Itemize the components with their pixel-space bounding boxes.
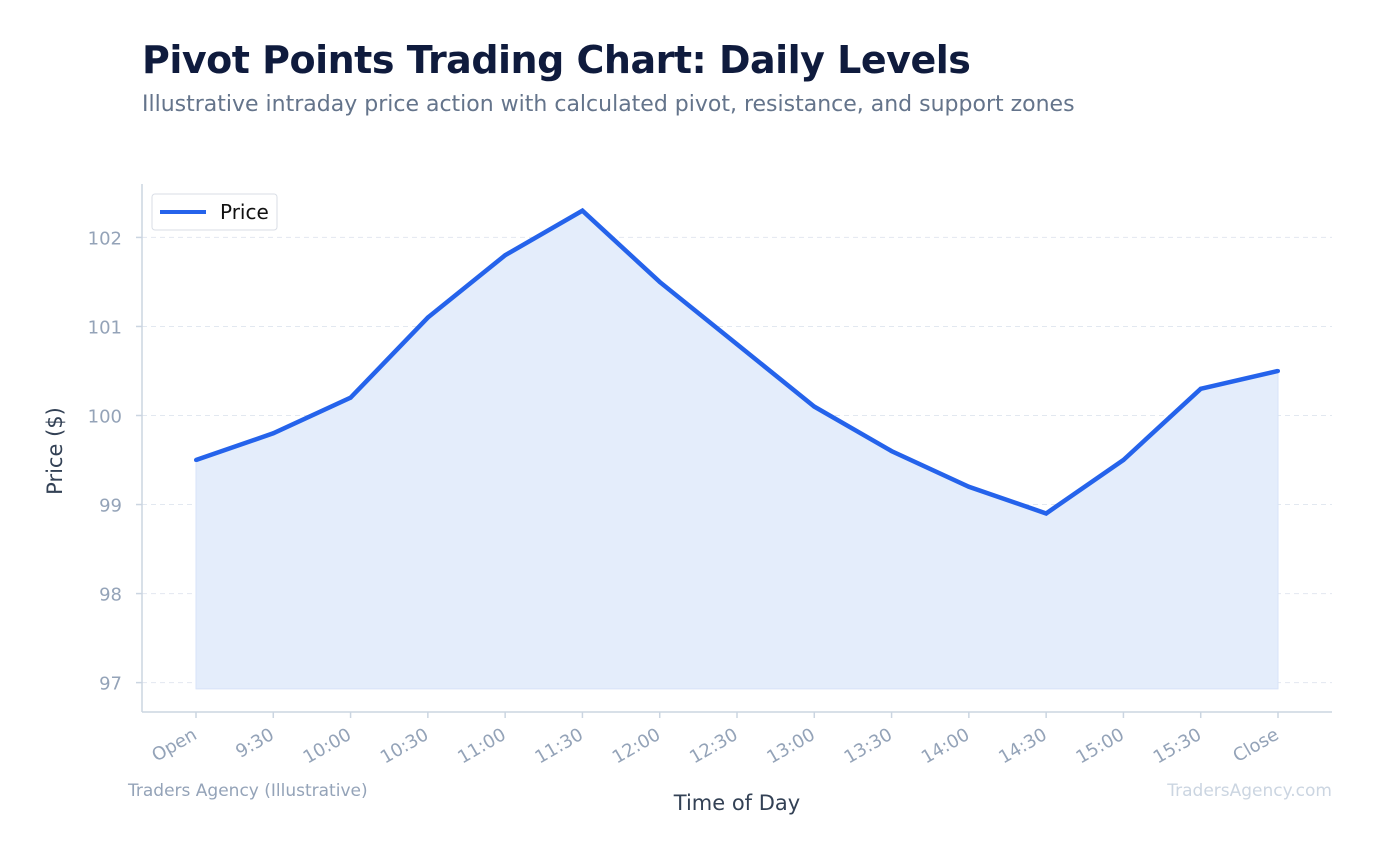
x-tick-label-11: 14:30 [995, 724, 1050, 768]
y-tick-label-100: 100 [88, 407, 122, 428]
watermark: TradersAgency.com [1166, 781, 1332, 801]
x-tick-label-14: Close [1230, 724, 1283, 767]
y-tick-label-98: 98 [99, 585, 122, 606]
x-tick-label-9: 13:30 [841, 724, 896, 768]
price-point-7 [735, 342, 739, 347]
x-tick-label-5: 11:30 [532, 724, 587, 768]
price-area-layer [195, 210, 1279, 690]
y-tick-label-102: 102 [88, 228, 122, 249]
legend-label-price: Price [220, 200, 269, 224]
price-point-11 [1044, 511, 1049, 516]
price-area [195, 210, 1279, 690]
price-point-0 [194, 458, 198, 463]
price-point-6 [657, 279, 662, 284]
price-point-1 [271, 431, 276, 436]
x-tick-label-13: 15:30 [1150, 724, 1205, 768]
source-note: Traders Agency (Illustrative) [127, 781, 368, 801]
y-tick-label-97: 97 [99, 674, 122, 695]
price-point-4 [503, 253, 508, 258]
legend-box [151, 193, 278, 231]
x-tick-label-4: 11:00 [454, 724, 509, 768]
x-tick-label-10: 14:00 [918, 724, 973, 768]
price-point-13 [1198, 386, 1203, 391]
price-point-5 [580, 208, 585, 213]
y-tick-label-101: 101 [88, 317, 122, 338]
x-tick-label-8: 13:00 [763, 724, 818, 768]
x-tick-label-0: Open [148, 724, 200, 766]
legend: Price [151, 193, 278, 231]
x-tick-label-1: 9:30 [232, 724, 278, 762]
y-ticks: 97 98 99 100 101 102 [88, 228, 142, 695]
x-ticks: Open 9:30 10:00 10:30 11:00 11:30 12:00 12:30 13… [148, 712, 1283, 768]
price-point-2 [348, 395, 353, 400]
y-axis-title: Price ($) [43, 407, 67, 495]
x-tick-label-12: 15:00 [1073, 724, 1128, 768]
price-point-10 [966, 484, 971, 489]
x-tick-label-6: 12:00 [609, 724, 664, 768]
x-axis-title: Time of Day [673, 791, 800, 815]
price-point-3 [425, 315, 430, 320]
price-point-8 [812, 404, 817, 409]
y-tick-label-99: 99 [99, 496, 122, 517]
price-point-14 [1276, 368, 1280, 373]
price-line-layer [194, 207, 1280, 516]
x-tick-label-3: 10:30 [377, 724, 432, 768]
price-point-9 [889, 449, 894, 454]
chart-title: Pivot Points Trading Chart: Daily Levels [142, 38, 971, 82]
x-tick-label-2: 10:00 [300, 724, 355, 768]
x-tick-label-7: 12:30 [686, 724, 741, 768]
price-point-12 [1121, 458, 1126, 463]
chart-subtitle: Illustrative intraday price action with … [142, 92, 1075, 117]
